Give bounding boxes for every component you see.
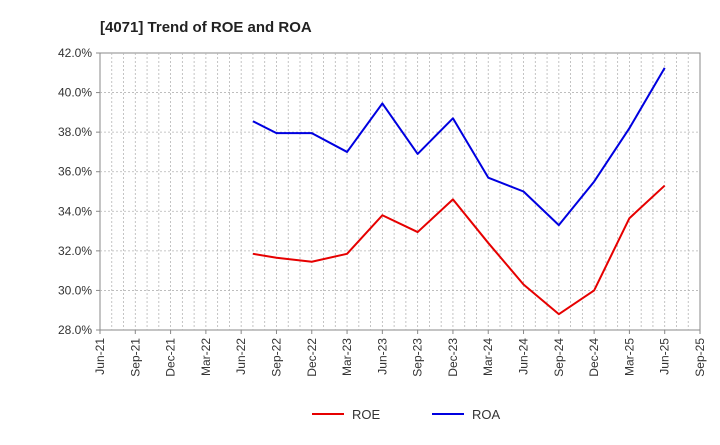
x-tick-label: Sep-25 bbox=[693, 338, 707, 377]
y-tick-label: 30.0% bbox=[58, 283, 92, 297]
series-line-roe bbox=[252, 184, 666, 316]
x-tick-label: Dec-24 bbox=[587, 338, 601, 377]
y-axis-ticks: 28.0% 30.0% 32.0% 34.0% 36.0% 38.0% 40.0% 42.0% bbox=[58, 46, 100, 337]
x-axis-ticks: Jun-21 Sep-21 Dec-21 Mar-22 Jun-22 Sep-22 Dec-… bbox=[93, 330, 707, 377]
x-tick-label: Dec-23 bbox=[446, 338, 460, 377]
x-tick-label: Dec-21 bbox=[164, 338, 178, 377]
x-tick-label: Mar-22 bbox=[199, 338, 213, 376]
x-tick-label: Jun-25 bbox=[658, 338, 672, 375]
x-tick-label: Sep-21 bbox=[128, 338, 142, 377]
legend: ROE ROA bbox=[312, 407, 501, 422]
x-tick-label: Jun-22 bbox=[234, 338, 248, 375]
y-tick-label: 32.0% bbox=[58, 244, 92, 258]
y-tick-label: 40.0% bbox=[58, 86, 92, 100]
y-tick-label: 36.0% bbox=[58, 165, 92, 179]
y-tick-label: 28.0% bbox=[58, 323, 92, 337]
x-tick-label: Sep-24 bbox=[552, 338, 566, 377]
y-tick-label: 34.0% bbox=[58, 204, 92, 218]
y-tick-label: 38.0% bbox=[58, 125, 92, 139]
x-tick-label: Mar-23 bbox=[340, 338, 354, 376]
series-lines bbox=[252, 67, 666, 316]
x-tick-label: Jun-24 bbox=[517, 338, 531, 375]
chart-title: [4071] Trend of ROE and ROA bbox=[100, 19, 312, 36]
x-tick-label: Jun-21 bbox=[93, 338, 107, 375]
series-line-roa bbox=[252, 67, 666, 227]
legend-label-roa: ROA bbox=[472, 407, 501, 422]
y-tick-label: 42.0% bbox=[58, 46, 92, 60]
x-tick-label: Jun-23 bbox=[375, 338, 389, 375]
gridlines bbox=[100, 53, 700, 330]
plot-area bbox=[99, 52, 701, 331]
x-tick-label: Sep-23 bbox=[411, 338, 425, 377]
x-tick-label: Mar-25 bbox=[622, 338, 636, 376]
x-tick-label: Sep-22 bbox=[269, 338, 283, 377]
legend-label-roe: ROE bbox=[352, 407, 381, 422]
x-tick-label: Dec-22 bbox=[305, 338, 319, 377]
x-tick-label: Mar-24 bbox=[481, 338, 495, 376]
